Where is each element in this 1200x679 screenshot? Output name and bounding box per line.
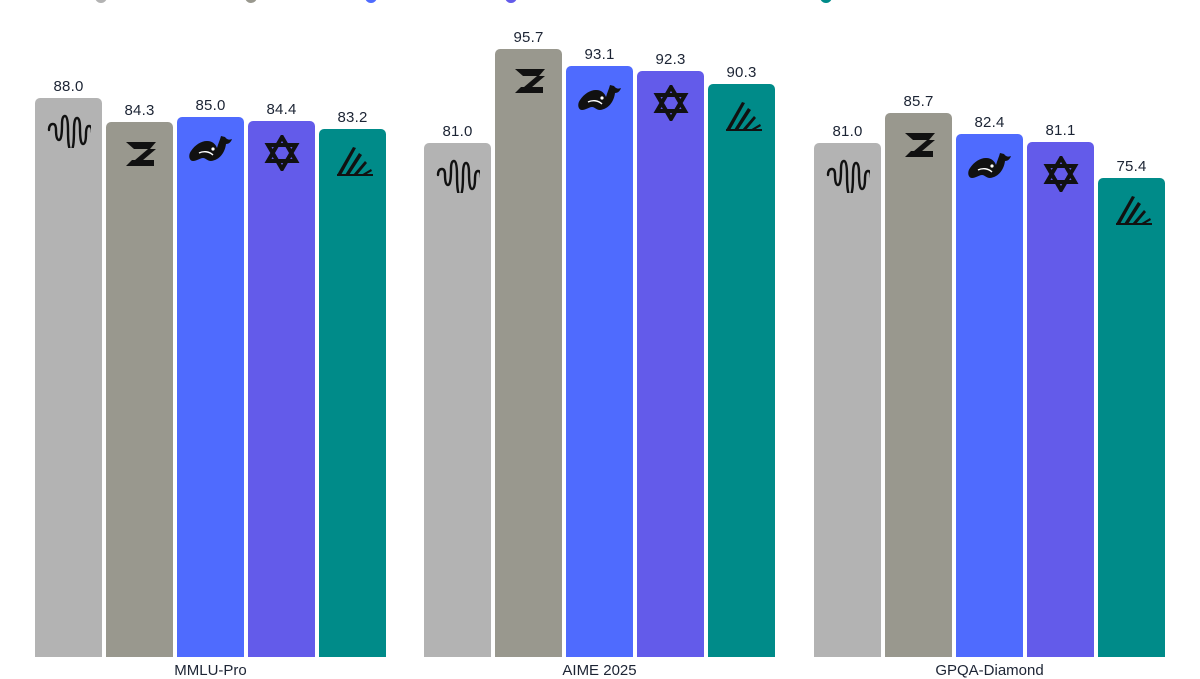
value-label: 81.0 xyxy=(832,123,863,140)
category-label: MMLU-Pro xyxy=(174,662,247,679)
value-label: 75.4 xyxy=(1116,158,1147,175)
value-label: 90.3 xyxy=(726,64,757,81)
z-logo-icon xyxy=(507,63,551,99)
whale-icon xyxy=(189,131,233,167)
bar xyxy=(1098,178,1165,657)
z-logo-icon xyxy=(897,127,941,163)
legend-dot xyxy=(245,0,257,3)
bar xyxy=(956,134,1023,657)
waveform-icon xyxy=(47,112,91,148)
legend-dot xyxy=(95,0,107,3)
bar xyxy=(424,143,491,657)
bar xyxy=(637,71,704,657)
bar xyxy=(495,49,562,657)
waveform-icon xyxy=(826,157,870,193)
value-label: 92.3 xyxy=(655,51,686,68)
bar xyxy=(35,98,102,657)
value-label: 95.7 xyxy=(513,29,544,46)
bar xyxy=(177,117,244,657)
hexagram-icon xyxy=(1039,156,1083,192)
value-label: 84.3 xyxy=(124,102,155,119)
bar xyxy=(708,84,775,657)
value-label: 84.4 xyxy=(266,101,297,118)
value-label: 81.1 xyxy=(1045,122,1076,139)
value-label: 88.0 xyxy=(53,78,84,95)
value-label: 81.0 xyxy=(442,123,473,140)
whale-icon xyxy=(968,148,1012,184)
bar xyxy=(248,121,315,657)
bar xyxy=(566,66,633,657)
rays-icon xyxy=(1110,192,1154,228)
bar xyxy=(814,143,881,657)
legend xyxy=(0,0,1200,5)
rays-icon xyxy=(331,143,375,179)
hexagram-icon xyxy=(649,85,693,121)
hexagram-icon xyxy=(260,135,304,171)
value-label: 83.2 xyxy=(337,109,368,126)
bar xyxy=(106,122,173,657)
rays-icon xyxy=(720,98,764,134)
category-label: AIME 2025 xyxy=(562,662,637,679)
category-label: GPQA-Diamond xyxy=(935,662,1044,679)
value-label: 85.7 xyxy=(903,93,934,110)
bar xyxy=(319,129,386,657)
whale-icon xyxy=(578,80,622,116)
waveform-icon xyxy=(436,157,480,193)
value-label: 93.1 xyxy=(584,46,615,63)
z-logo-icon xyxy=(118,136,162,172)
value-label: 85.0 xyxy=(195,97,226,114)
value-label: 82.4 xyxy=(974,114,1005,131)
bar xyxy=(885,113,952,657)
legend-dot xyxy=(365,0,377,3)
bar xyxy=(1027,142,1094,657)
legend-dot xyxy=(820,0,832,3)
legend-dot xyxy=(505,0,517,3)
